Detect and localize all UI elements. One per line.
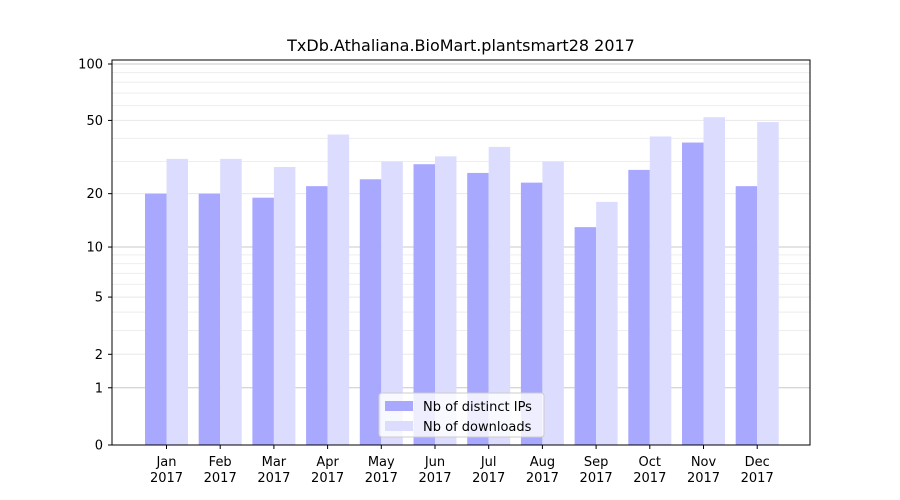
bar-downloads: [649, 136, 672, 445]
plot-frame: [111, 59, 811, 446]
legend-label-ips: Nb of distinct IPs: [423, 400, 532, 415]
x-tick-label: May 2017: [365, 455, 398, 486]
bar-distinct-ips: [735, 186, 758, 445]
bars: [145, 117, 779, 446]
bar-downloads: [166, 158, 188, 445]
y-tick-label: 10: [86, 241, 103, 256]
x-tick-label: Apr 2017: [311, 455, 344, 486]
bar-distinct-ips: [628, 169, 650, 446]
y-tick-label: 5: [95, 291, 103, 306]
bar-downloads: [273, 167, 296, 445]
bar-distinct-ips: [574, 227, 597, 445]
bar-distinct-ips: [682, 142, 704, 446]
bar-distinct-ips: [306, 186, 328, 445]
bar-downloads: [488, 146, 511, 445]
bar-distinct-ips: [198, 193, 221, 445]
y-tick-label: 50: [86, 114, 103, 129]
bar-downloads: [703, 117, 725, 446]
bar-distinct-ips: [145, 193, 167, 445]
y-tick-label: 100: [78, 58, 103, 73]
bar-downloads: [596, 201, 618, 445]
x-tick-label: Sep 2017: [580, 455, 613, 486]
legend-swatch-ips: [385, 401, 413, 411]
bar-downloads: [435, 156, 457, 445]
x-tick-label: Oct 2017: [633, 455, 666, 486]
bar-distinct-ips: [252, 197, 274, 445]
x-tick-label: Mar 2017: [257, 455, 290, 486]
legend-label-downloads: Nb of downloads: [423, 420, 532, 435]
bar-downloads: [542, 161, 564, 446]
x-tick-label: Feb 2017: [204, 455, 237, 486]
bar-distinct-ips: [359, 179, 382, 445]
legend: Nb of distinct IPs Nb of downloads: [378, 392, 545, 438]
bar-downloads: [327, 134, 350, 445]
x-tick-label: Jan 2017: [150, 455, 183, 486]
y-tick-label: 0: [95, 439, 103, 454]
bar-downloads: [381, 161, 403, 446]
bar-distinct-ips: [520, 182, 543, 445]
x-tick-label: Jun 2017: [418, 455, 451, 486]
legend-box: [378, 392, 545, 438]
bar-distinct-ips: [467, 172, 489, 446]
legend-swatch-downloads: [385, 421, 413, 431]
y-tick-label: 1: [95, 381, 103, 396]
bar-distinct-ips: [413, 164, 435, 445]
x-tick-label: Dec 2017: [741, 455, 774, 486]
x-tick-label: Aug 2017: [526, 455, 559, 486]
axes: 0 1 2 5 10 20 50 100 Jan 2017 Feb 2017 Mar 2017 Apr 201…: [78, 58, 774, 487]
y-tick-label: 2: [95, 348, 103, 363]
y-tick-label: 20: [86, 187, 103, 202]
chart-title: TxDb.Athaliana.BioMart.plantsmart28 2017: [286, 36, 635, 55]
x-tick-label: Nov 2017: [687, 455, 720, 486]
bar-downloads: [220, 158, 242, 445]
bar-downloads: [757, 122, 779, 446]
x-tick-label: Jul 2017: [472, 455, 505, 486]
